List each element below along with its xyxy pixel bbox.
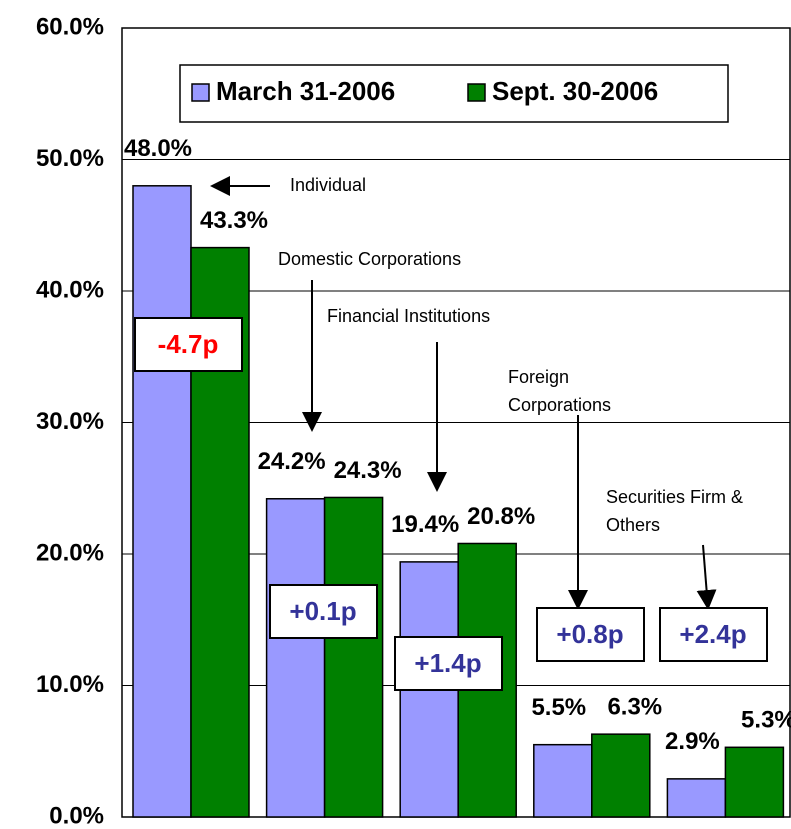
- value-label: 19.4%: [391, 511, 459, 538]
- change-box: [134, 317, 243, 372]
- change-label: -4.7p: [158, 329, 219, 359]
- y-tick-label: 20.0%: [36, 539, 104, 566]
- change-label: +1.4p: [414, 648, 481, 678]
- annotation: Financial Institutions: [327, 306, 490, 326]
- annotation: Domestic Corporations: [278, 249, 461, 269]
- annotation: Corporations: [508, 395, 611, 415]
- bar: [724, 746, 785, 818]
- annotation: Securities Firm &: [606, 487, 743, 507]
- change-label: +0.1p: [289, 596, 356, 626]
- y-tick-label: 10.0%: [36, 671, 104, 698]
- arrow: [696, 544, 717, 610]
- annotation: Individual: [290, 175, 366, 195]
- value-label: 5.3%: [741, 707, 791, 734]
- y-tick-label: 50.0%: [36, 145, 104, 172]
- value-label: 24.2%: [258, 448, 326, 475]
- bar: [666, 778, 727, 818]
- bar: [591, 733, 651, 818]
- bar: [265, 498, 326, 818]
- value-label: 43.3%: [200, 207, 268, 234]
- legend-label: March 31-2006: [216, 76, 395, 106]
- y-tick-label: 60.0%: [36, 13, 104, 40]
- value-label: 24.3%: [334, 457, 402, 484]
- y-tick-label: 0.0%: [49, 802, 104, 829]
- bar: [323, 496, 384, 818]
- value-label: 20.8%: [467, 503, 535, 530]
- value-label: 5.5%: [531, 694, 586, 721]
- legend-label: Sept. 30-2006: [492, 76, 658, 106]
- change-box: [269, 584, 378, 639]
- change-label: +2.4p: [679, 619, 746, 649]
- value-label: 2.9%: [665, 728, 720, 755]
- change-box: [536, 607, 645, 662]
- legend-swatch: [467, 83, 486, 102]
- annotation: Others: [606, 515, 660, 535]
- y-tick-label: 40.0%: [36, 276, 104, 303]
- value-label: 6.3%: [607, 693, 662, 720]
- change-label: +0.8p: [556, 619, 623, 649]
- annotation: Foreign: [508, 367, 569, 387]
- change-box: [394, 636, 503, 691]
- legend-swatch: [191, 83, 210, 102]
- legend: [179, 64, 729, 123]
- value-label: 48.0%: [124, 135, 192, 162]
- change-box: [659, 607, 768, 662]
- y-tick-label: 30.0%: [36, 408, 104, 435]
- bar: [132, 185, 192, 818]
- bar: [533, 743, 593, 818]
